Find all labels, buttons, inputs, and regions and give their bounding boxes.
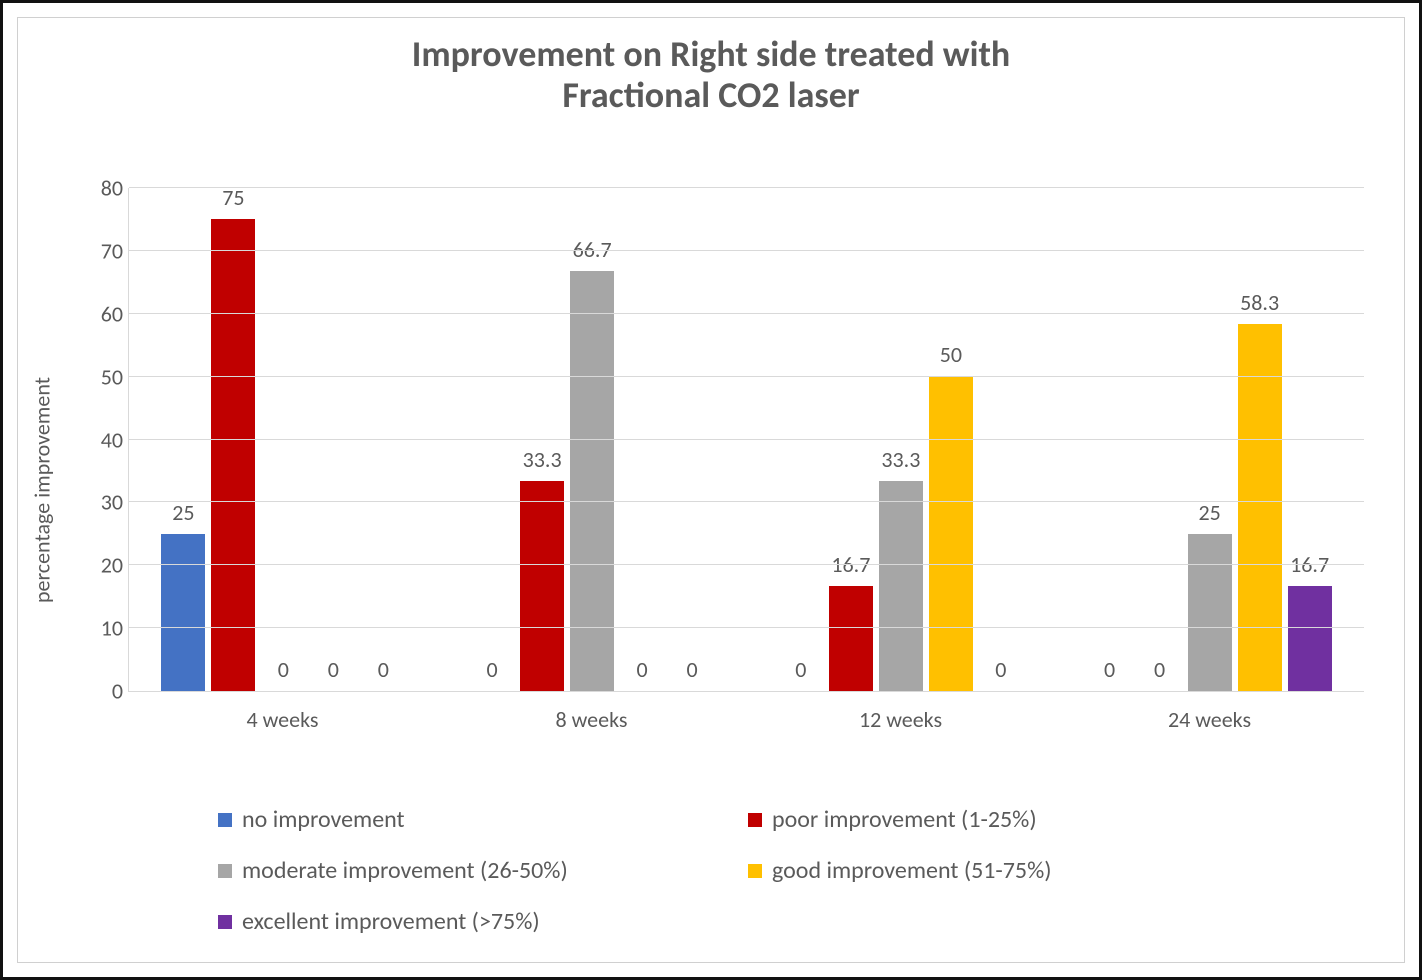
legend-item: excellent improvement (>75%) [218, 907, 638, 936]
bar-value-label: 0 [378, 656, 389, 683]
bar-value-label: 0 [995, 656, 1006, 683]
legend-item: good improvement (51-75%) [748, 856, 1168, 885]
bar-value-label: 25 [172, 499, 194, 526]
outer-frame: Improvement on Right side treated with F… [0, 0, 1422, 980]
bar [929, 376, 973, 691]
y-axis-label: percentage improvement [29, 377, 56, 603]
bar-value-label: 33.3 [881, 446, 920, 473]
bar [211, 219, 255, 692]
bar-value-label: 0 [328, 656, 339, 683]
bar [161, 534, 205, 692]
gridline [129, 250, 1364, 251]
category-label: 24 weeks [1168, 698, 1251, 733]
category-axis: 4 weeks 8 weeks 12 weeks 24 weeks [128, 692, 1364, 732]
bar-value-label: 0 [1104, 656, 1115, 683]
bar [520, 481, 564, 691]
chart-title: Improvement on Right side treated with F… [18, 18, 1404, 117]
legend-swatch [218, 915, 232, 929]
legend-label: good improvement (51-75%) [772, 856, 1052, 885]
category-label: 4 weeks [247, 698, 319, 733]
chart-title-line2: Fractional CO2 laser [18, 75, 1404, 116]
legend-swatch [748, 813, 762, 827]
bar-group: 033.366.700 [438, 188, 747, 691]
category-label: 12 weeks [859, 698, 942, 733]
legend-item: moderate improvement (26-50%) [218, 856, 638, 885]
bar-group: 2575000 [129, 188, 438, 691]
gridline [129, 187, 1364, 188]
bar-value-label: 0 [278, 656, 289, 683]
legend-item: no improvement [218, 805, 638, 834]
bar-group: 016.733.3500 [747, 188, 1056, 691]
bar [1288, 586, 1332, 691]
bar-value-label: 0 [637, 656, 648, 683]
gridline [129, 376, 1364, 377]
legend-label: excellent improvement (>75%) [242, 907, 540, 936]
bar-value-label: 25 [1198, 499, 1220, 526]
legend-label: no improvement [242, 805, 405, 834]
gridline [129, 501, 1364, 502]
bar-value-label: 33.3 [523, 446, 562, 473]
category-label: 8 weeks [556, 698, 628, 733]
y-tick-label: 20 [83, 552, 123, 579]
gridline [129, 439, 1364, 440]
bar-value-label: 0 [1154, 656, 1165, 683]
chart-card: Improvement on Right side treated with F… [17, 17, 1405, 963]
legend: no improvement poor improvement (1-25%) mo… [218, 805, 1284, 936]
bar-value-label: 58.3 [1240, 289, 1279, 316]
plot-grid: 2575000033.366.700016.733.3500002558.316… [128, 188, 1364, 692]
bar [829, 586, 873, 691]
legend-swatch [218, 864, 232, 878]
y-tick-label: 60 [83, 300, 123, 327]
bar-groups: 2575000033.366.700016.733.3500002558.316… [129, 188, 1364, 691]
legend-label: moderate improvement (26-50%) [242, 856, 568, 885]
y-tick-label: 50 [83, 363, 123, 390]
gridline [129, 627, 1364, 628]
y-tick-label: 0 [83, 678, 123, 705]
legend-label: poor improvement (1-25%) [772, 805, 1037, 834]
legend-swatch [218, 813, 232, 827]
bar-value-label: 0 [687, 656, 698, 683]
bar [1188, 534, 1232, 692]
y-tick-label: 10 [83, 615, 123, 642]
gridline [129, 313, 1364, 314]
plot-area: 2575000033.366.700016.733.3500002558.316… [128, 188, 1364, 732]
bar [879, 481, 923, 691]
bar-value-label: 50 [940, 341, 962, 368]
legend-swatch [748, 864, 762, 878]
bar-group: 002558.316.7 [1055, 188, 1364, 691]
chart-title-line1: Improvement on Right side treated with [18, 34, 1404, 75]
bar-value-label: 0 [795, 656, 806, 683]
bar-value-label: 0 [487, 656, 498, 683]
legend-item: poor improvement (1-25%) [748, 805, 1168, 834]
y-tick-label: 30 [83, 489, 123, 516]
bar [1238, 324, 1282, 691]
y-tick-label: 40 [83, 426, 123, 453]
gridline [129, 564, 1364, 565]
y-tick-label: 70 [83, 237, 123, 264]
y-tick-label: 80 [83, 175, 123, 202]
